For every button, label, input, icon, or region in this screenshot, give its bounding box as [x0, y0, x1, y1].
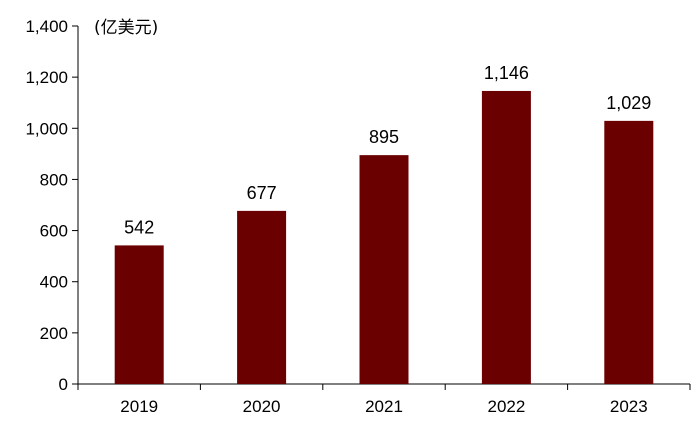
- bar: [481, 90, 531, 385]
- bar: [359, 155, 409, 384]
- x-axis: 2019 2020 2021 2022 2023: [77, 383, 691, 416]
- y-tick-label: 0: [59, 375, 68, 394]
- bar-value-label: 1,146: [484, 63, 529, 83]
- bar-value-label: 677: [247, 183, 277, 203]
- bar: [604, 120, 654, 385]
- bars: [114, 90, 654, 385]
- x-tick-label: 2019: [120, 397, 158, 416]
- x-tick-label: 2021: [365, 397, 403, 416]
- unit-label: (亿美元): [94, 18, 158, 38]
- x-tick-label: 2022: [487, 397, 525, 416]
- x-tick-label: 2023: [610, 397, 648, 416]
- y-tick-label: 800: [40, 170, 68, 189]
- bar: [114, 245, 164, 384]
- y-tick-label: 600: [40, 222, 68, 241]
- y-tick-label: 1,000: [25, 119, 68, 138]
- y-axis: 0 200 400 600 800 1,000 1,200 1,400: [25, 17, 79, 394]
- data-labels: 542 677 895 1,146 1,029: [124, 63, 651, 237]
- y-tick-label: 400: [40, 273, 68, 292]
- y-axis-ticks: 0 200 400 600 800 1,000 1,200 1,400: [25, 17, 78, 394]
- y-tick-label: 200: [40, 324, 68, 343]
- y-tick-label: 1,400: [25, 17, 68, 36]
- bar-value-label: 542: [124, 217, 154, 237]
- bar-value-label: 895: [369, 127, 399, 147]
- y-tick-label: 1,200: [25, 68, 68, 87]
- x-axis-ticks: 2019 2020 2021 2022 2023: [77, 384, 691, 416]
- bar-value-label: 1,029: [606, 93, 651, 113]
- bar: [237, 210, 287, 384]
- x-tick-label: 2020: [243, 397, 281, 416]
